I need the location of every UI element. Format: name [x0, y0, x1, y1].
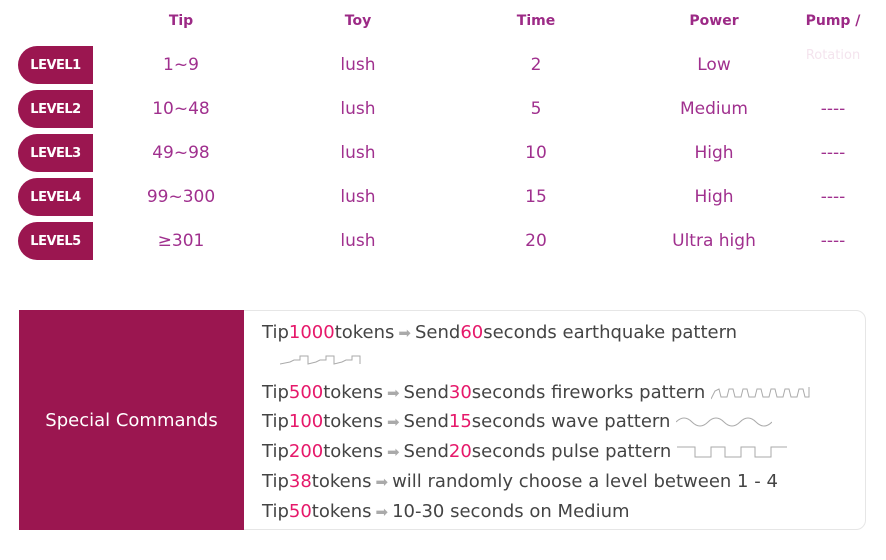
level-row: LEVEL4 99~300 lush 15 High ----: [0, 178, 886, 216]
header-pump: Pump /: [805, 13, 861, 29]
token-amount: 1000: [288, 322, 335, 343]
line-text: Tip: [262, 382, 289, 403]
line-text: seconds fireworks pattern: [471, 382, 706, 403]
special-command-line: Tip 500 tokens ➡ Send 30 seconds fireworks…: [262, 382, 811, 403]
line-text: tokens: [311, 471, 372, 492]
cell-toy: lush: [340, 231, 376, 251]
line-text: Send: [414, 322, 461, 343]
cell-time: 15: [525, 187, 547, 207]
special-command-line: Tip 38 tokens ➡ will randomly choose a lev…: [262, 471, 778, 492]
cell-power: High: [694, 143, 734, 163]
line-text: tokens: [334, 322, 395, 343]
header-tip: Tip: [168, 13, 194, 29]
cell-tip: ≥301: [157, 231, 205, 251]
line-text: Tip: [262, 471, 289, 492]
line-text: tokens: [323, 382, 383, 403]
seconds-amount: 15: [448, 411, 472, 432]
cell-toy: lush: [340, 187, 376, 207]
arrow-right-icon: ➡: [386, 442, 400, 461]
cell-toy: lush: [340, 99, 376, 119]
cell-tip: 1~9: [163, 55, 199, 75]
line-text: Tip: [262, 411, 289, 432]
level-badge: LEVEL2: [18, 90, 93, 128]
seconds-amount: 20: [448, 441, 472, 462]
cell-tip: 99~300: [146, 187, 216, 207]
special-command-line: Tip 200 tokens ➡ Send 20 seconds pulse pat…: [262, 441, 788, 462]
token-amount: 50: [288, 501, 312, 522]
cell-power: Low: [697, 55, 731, 75]
line-text: Send: [403, 411, 449, 432]
cell-time: 10: [525, 143, 547, 163]
header-toy: Toy: [344, 13, 372, 29]
cell-power: Ultra high: [672, 231, 756, 251]
special-command-line: Tip 100 tokens ➡ Send 15 seconds wave patt…: [262, 411, 773, 432]
arrow-right-icon: ➡: [386, 412, 400, 431]
line-text: seconds wave pattern: [471, 411, 671, 432]
level-row: LEVEL1 1~9 lush 2 Low: [0, 46, 886, 84]
level-badge: LEVEL4: [18, 178, 93, 216]
arrow-right-icon: ➡: [398, 323, 411, 342]
level-row: LEVEL2 10~48 lush 5 Medium ----: [0, 90, 886, 128]
cell-power: Medium: [680, 99, 748, 119]
special-command-line: Tip 1000 tokens ➡ Send 60 seconds earthqua…: [262, 322, 737, 343]
seconds-amount: 30: [448, 382, 472, 403]
level-row: LEVEL5 ≥301 lush 20 Ultra high ----: [0, 222, 886, 260]
line-text: seconds earthquake pattern: [483, 322, 738, 343]
arrow-right-icon: ➡: [375, 502, 389, 521]
special-command-line: Tip 50 tokens ➡ 10-30 seconds on Medium: [262, 501, 630, 522]
cell-toy: lush: [340, 55, 376, 75]
earthquake-pattern-icon: [280, 355, 361, 365]
cell-tip: 10~48: [152, 99, 210, 119]
header-rotation: Rotation: [805, 48, 861, 63]
level-badge: LEVEL3: [18, 134, 93, 172]
cell-pump: ----: [820, 99, 846, 119]
cell-pump: ----: [820, 143, 846, 163]
arrow-right-icon: ➡: [375, 472, 389, 491]
line-text: Send: [403, 382, 449, 403]
level-row: LEVEL3 49~98 lush 10 High ----: [0, 134, 886, 172]
token-amount: 38: [288, 471, 312, 492]
cell-time: 20: [525, 231, 547, 251]
token-amount: 200: [288, 441, 324, 462]
wave-pattern-icon: [676, 417, 773, 426]
line-text: tokens: [323, 441, 383, 462]
special-commands-title: Special Commands: [19, 310, 244, 530]
header-power: Power: [689, 13, 739, 29]
seconds-amount: 60: [460, 322, 484, 343]
token-amount: 100: [288, 411, 324, 432]
cell-time: 5: [530, 99, 542, 119]
cell-tip: 49~98: [152, 143, 210, 163]
cell-pump: ----: [820, 231, 846, 251]
cell-pump: ----: [820, 187, 846, 207]
cell-time: 2: [530, 55, 542, 75]
line-text: 10-30 seconds on Medium: [392, 501, 630, 522]
earthquake-pattern: [274, 352, 362, 366]
arrow-right-icon: ➡: [386, 383, 400, 402]
header-time: Time: [516, 13, 556, 29]
pulse-pattern-icon: [677, 446, 788, 457]
line-text: will randomly choose a level between 1 -…: [392, 471, 778, 492]
line-text: Tip: [262, 322, 289, 343]
cell-power: High: [694, 187, 734, 207]
line-text: tokens: [311, 501, 372, 522]
line-text: seconds pulse pattern: [471, 441, 672, 462]
line-text: Tip: [262, 501, 289, 522]
line-text: tokens: [323, 411, 383, 432]
cell-toy: lush: [340, 143, 376, 163]
token-amount: 500: [288, 382, 324, 403]
line-text: Tip: [262, 441, 289, 462]
level-badge: LEVEL5: [18, 222, 93, 260]
line-text: Send: [403, 441, 449, 462]
level-badge: LEVEL1: [18, 46, 93, 84]
fireworks-pattern-icon: [711, 386, 810, 399]
